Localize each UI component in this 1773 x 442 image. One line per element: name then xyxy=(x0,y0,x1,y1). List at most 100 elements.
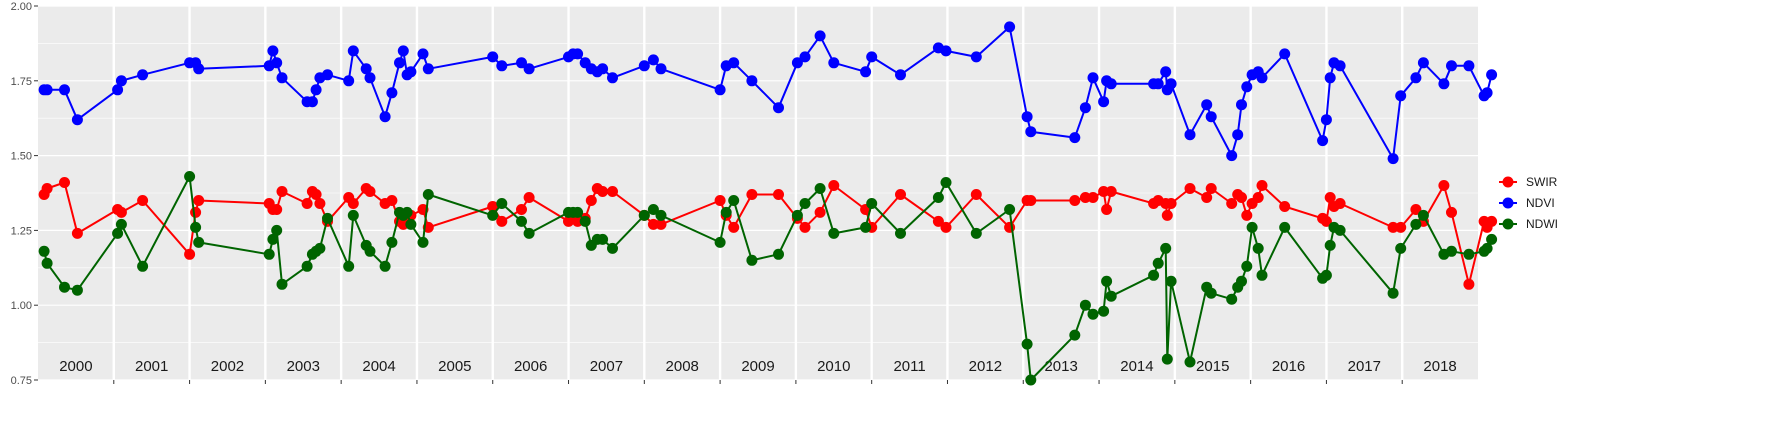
data-point-ndwi xyxy=(814,183,826,194)
data-point-ndvi xyxy=(799,51,811,63)
data-point-swir xyxy=(1334,198,1346,209)
data-point-swir xyxy=(1256,180,1268,191)
data-point-ndwi xyxy=(193,236,205,248)
data-point-ndvi xyxy=(1481,87,1493,99)
year-label: 2014 xyxy=(1120,358,1153,375)
data-point-ndwi xyxy=(860,221,872,233)
data-point-ndvi xyxy=(828,57,840,69)
data-point-swir xyxy=(397,218,409,230)
data-point-swir xyxy=(184,248,196,260)
data-point-ndvi xyxy=(360,63,372,75)
data-point-ndvi xyxy=(112,84,124,96)
data-point-swir xyxy=(1438,180,1450,191)
data-point-ndwi xyxy=(1395,242,1407,254)
data-point-ndvi xyxy=(267,45,279,57)
data-point-ndvi xyxy=(379,111,391,123)
data-point-swir xyxy=(137,195,149,206)
data-point-ndwi xyxy=(597,233,609,245)
data-point-ndvi xyxy=(607,72,618,84)
data-point-ndvi xyxy=(1395,90,1407,102)
data-point-ndwi xyxy=(1246,221,1258,233)
year-label: 2017 xyxy=(1348,358,1381,375)
data-point-swir xyxy=(1101,204,1113,215)
year-label: 2005 xyxy=(438,358,471,375)
data-point-ndvi xyxy=(1317,135,1329,147)
data-point-ndvi xyxy=(1021,111,1033,123)
data-point-ndwi xyxy=(1446,245,1457,257)
data-point-ndvi xyxy=(417,48,429,60)
data-point-swir xyxy=(1004,221,1016,233)
data-point-swir xyxy=(585,195,597,206)
data-point-ndvi xyxy=(655,63,667,75)
data-point-ndwi xyxy=(1279,221,1291,233)
data-point-ndvi xyxy=(496,60,508,72)
data-point-ndwi xyxy=(422,189,434,200)
data-point-ndvi xyxy=(597,63,609,75)
data-point-swir xyxy=(496,215,508,227)
data-point-ndwi xyxy=(38,245,50,257)
legend-ndwi-label: NDWI xyxy=(1526,217,1558,231)
data-point-ndwi xyxy=(112,227,124,239)
data-point-ndvi xyxy=(397,45,409,57)
data-point-ndvi xyxy=(1334,60,1346,72)
data-point-ndvi xyxy=(322,69,333,81)
data-point-ndwi xyxy=(866,198,878,209)
data-point-ndwi xyxy=(1387,287,1399,299)
legend: SWIR NDVI NDWI xyxy=(1499,175,1558,231)
data-point-ndwi xyxy=(364,245,376,257)
data-point-ndvi xyxy=(1098,96,1110,108)
data-point-ndwi xyxy=(1025,374,1037,386)
y-axis: 0.75 1.00 1.25 1.50 1.75 2.00 xyxy=(11,1,1403,387)
data-point-ndvi xyxy=(647,54,659,66)
data-point-ndvi xyxy=(487,51,499,63)
data-point-ndwi xyxy=(1256,269,1268,281)
data-point-ndwi xyxy=(401,206,413,218)
data-point-ndvi xyxy=(1387,153,1399,165)
data-point-swir xyxy=(828,180,840,191)
data-point-ndwi xyxy=(1105,290,1117,302)
data-point-ndvi xyxy=(1069,132,1081,144)
data-point-ndvi xyxy=(1226,150,1238,162)
year-label: 2016 xyxy=(1272,358,1305,375)
data-point-swir xyxy=(115,206,127,218)
data-point-swir xyxy=(1165,198,1177,209)
data-point-swir xyxy=(59,177,70,188)
data-point-ndwi xyxy=(137,260,149,272)
data-point-ndvi xyxy=(895,69,906,81)
data-point-ndvi xyxy=(306,96,318,108)
data-point-ndwi xyxy=(1184,356,1196,368)
data-point-ndwi xyxy=(59,281,70,293)
data-point-ndvi xyxy=(59,84,70,96)
data-point-ndvi xyxy=(940,45,952,57)
data-point-swir xyxy=(516,204,527,215)
data-point-ndwi xyxy=(714,236,726,248)
legend-item-swir: SWIR xyxy=(1499,175,1558,189)
data-point-ndvi xyxy=(1184,129,1196,141)
data-point-swir xyxy=(364,186,376,197)
data-point-swir xyxy=(193,195,205,206)
data-point-ndwi xyxy=(1165,275,1177,287)
data-point-swir xyxy=(1069,195,1081,206)
data-point-ndwi xyxy=(271,224,283,236)
data-point-ndwi xyxy=(276,278,288,290)
data-point-swir xyxy=(271,204,283,215)
data-point-ndwi xyxy=(970,227,982,239)
data-point-swir xyxy=(814,206,826,218)
y-tick-label: 1.25 xyxy=(11,225,32,237)
data-point-ndvi xyxy=(1446,60,1457,72)
data-point-ndwi xyxy=(1334,224,1346,236)
y-tick-label: 1.50 xyxy=(11,151,32,163)
data-point-ndwi xyxy=(379,260,391,272)
data-point-swir xyxy=(1079,192,1091,203)
data-point-swir xyxy=(1252,192,1264,203)
data-point-ndwi xyxy=(638,209,650,221)
data-point-ndvi xyxy=(1486,69,1498,81)
data-point-swir xyxy=(1098,186,1110,197)
data-point-ndwi xyxy=(1098,305,1110,317)
year-label: 2001 xyxy=(135,358,168,375)
data-point-ndwi xyxy=(1486,233,1498,245)
data-point-ndvi xyxy=(1241,81,1253,93)
data-point-ndwi xyxy=(386,236,398,248)
data-point-swir xyxy=(301,198,313,209)
data-point-ndvi xyxy=(364,72,376,84)
